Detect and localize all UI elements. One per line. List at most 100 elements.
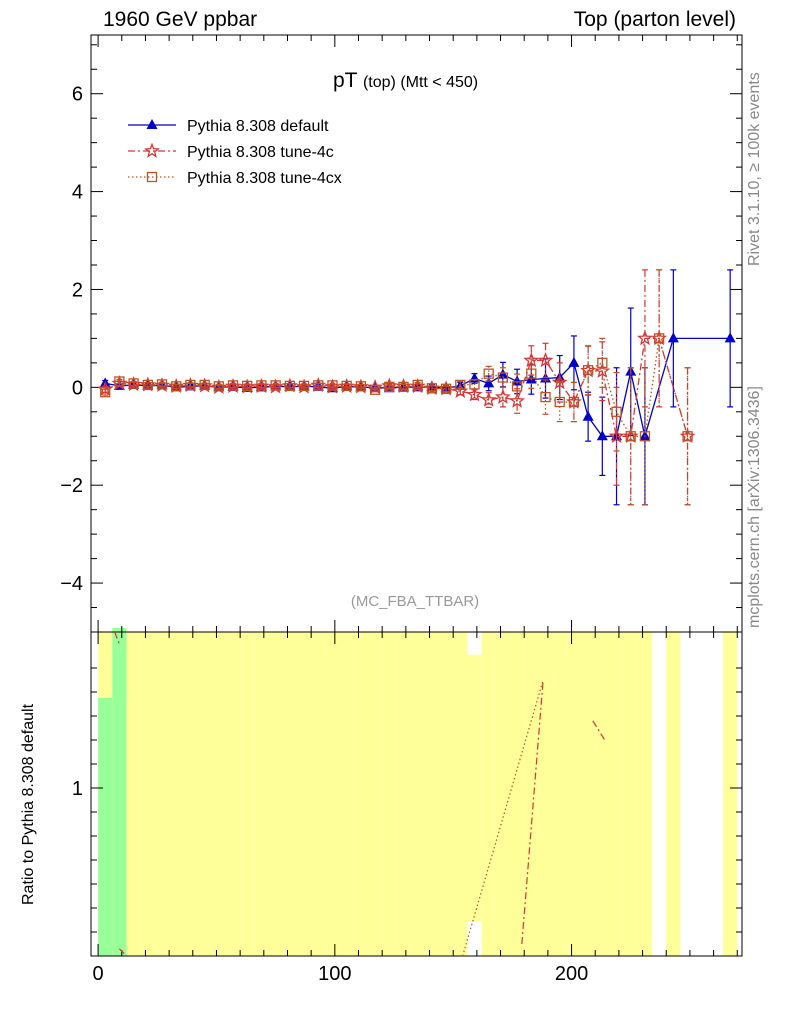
- ratio-lines-layer: [114, 631, 606, 957]
- data-point: [156, 379, 168, 390]
- analysis-watermark: (MC_FBA_TTBAR): [351, 593, 479, 610]
- data-point: [114, 376, 125, 387]
- data-point: [639, 431, 651, 442]
- mcplots-label: mcplots.cern.ch [arXiv:1306.3436]: [746, 386, 763, 628]
- data-point: [509, 392, 526, 408]
- ratio-band-yellow: [609, 632, 624, 956]
- y-tick-label: 6: [72, 84, 83, 106]
- ratio-band-yellow: [197, 632, 212, 956]
- ratio-band-green: [98, 698, 113, 956]
- rivet-version-label: Rivet 3.1.10, ≥ 100k events: [746, 72, 763, 266]
- data-point: [469, 379, 480, 390]
- data-point: [597, 357, 608, 369]
- ratio-y-tick-label: 1: [72, 778, 83, 800]
- ratio-band-yellow: [510, 632, 525, 956]
- data-point: [313, 380, 324, 391]
- ratio-line-tune4c: [521, 679, 544, 945]
- ratio-band-yellow: [666, 632, 681, 956]
- data-point: [384, 381, 395, 392]
- ratio-band-yellow: [169, 632, 184, 956]
- ratio-band-yellow: [382, 632, 397, 956]
- data-point: [625, 431, 636, 442]
- plot-title-sub: (top) (Mtt < 450): [363, 74, 478, 91]
- data-point: [341, 380, 352, 392]
- data-point: [511, 375, 523, 386]
- ratio-band-yellow: [154, 632, 170, 956]
- data-point: [142, 379, 153, 391]
- data-point: [100, 387, 111, 398]
- data-point: [284, 380, 296, 392]
- data-point: [256, 380, 267, 391]
- data-point: [369, 384, 381, 395]
- data-point: [298, 380, 310, 392]
- data-point: [568, 356, 580, 367]
- y-tick-label: 0: [72, 377, 83, 399]
- ratio-band-yellow: [268, 632, 283, 956]
- ratio-band-yellow: [438, 632, 454, 956]
- data-point: [483, 368, 494, 379]
- ratio-band-yellow: [240, 632, 255, 956]
- x-tick-label: 0: [93, 963, 104, 985]
- ratio-band-yellow: [254, 632, 269, 956]
- ratio-band-yellow: [140, 632, 155, 956]
- ratio-band-yellow: [481, 632, 496, 956]
- y-tick-label: −4: [60, 573, 83, 595]
- data-point: [568, 396, 580, 408]
- ratio-band-yellow: [211, 632, 226, 956]
- data-point: [594, 362, 611, 378]
- ratio-band-yellow: [325, 632, 340, 956]
- ratio-band-yellow: [453, 632, 468, 956]
- data-point: [455, 379, 466, 391]
- y-tick-label: −2: [60, 475, 83, 497]
- data-point: [639, 430, 651, 441]
- legend: Pythia 8.308 default Pythia 8.308 tune-4c…: [128, 118, 342, 187]
- ratio-band-yellow: [183, 632, 198, 956]
- ratio-line-tune4c: [592, 720, 606, 741]
- data-point: [426, 383, 438, 394]
- series-layer: [97, 269, 736, 506]
- data-point: [582, 365, 594, 376]
- data-point: [582, 410, 594, 421]
- data-point: [440, 383, 452, 394]
- series-line: [104, 338, 689, 437]
- data-point: [682, 431, 693, 442]
- ratio-band-yellow: [410, 632, 425, 956]
- legend-label: Pythia 8.308 tune-4c: [187, 144, 334, 161]
- ratio-band-yellow: [311, 632, 326, 956]
- data-point: [355, 381, 367, 392]
- data-point: [466, 386, 483, 402]
- ratio-band-yellow: [538, 632, 553, 956]
- data-point: [554, 396, 565, 408]
- ratio-band-yellow: [126, 632, 141, 956]
- data-point: [213, 381, 224, 392]
- ratio-band-yellow: [353, 632, 368, 956]
- data-point: [227, 380, 239, 391]
- chart-text-layer: −4 −2 0 2 4 6 0 100 200 1 (MC_FBA_TTBAR) pT (top) (…: [60, 69, 588, 985]
- ratio-band-yellow: [581, 632, 596, 956]
- ratio-band-yellow: [495, 632, 511, 956]
- header-left: 1960 GeV ppbar: [103, 8, 258, 31]
- ratio-band-yellow: [339, 632, 354, 956]
- ratio-band-yellow: [566, 632, 582, 956]
- legend-label: Pythia 8.308 default: [187, 118, 329, 135]
- data-point: [327, 380, 338, 391]
- x-tick-label: 200: [555, 963, 588, 985]
- data-point: [398, 381, 409, 392]
- y-tick-label: 4: [72, 182, 83, 204]
- ratio-band-yellow: [467, 654, 482, 922]
- ratio-band-yellow: [524, 632, 539, 956]
- x-tick-label: 100: [318, 963, 351, 985]
- data-point: [511, 381, 523, 392]
- data-point: [146, 119, 158, 129]
- data-point: [608, 428, 625, 443]
- ratio-band-yellow: [282, 632, 297, 956]
- data-point: [171, 381, 182, 392]
- data-point: [637, 330, 653, 346]
- data-point: [540, 391, 551, 403]
- ratio-band-yellow: [637, 632, 653, 956]
- ratio-plot-frame: [90, 631, 743, 957]
- plot-title-main: pT: [333, 69, 363, 92]
- data-point: [412, 379, 423, 391]
- ratio-band-yellow: [623, 632, 638, 956]
